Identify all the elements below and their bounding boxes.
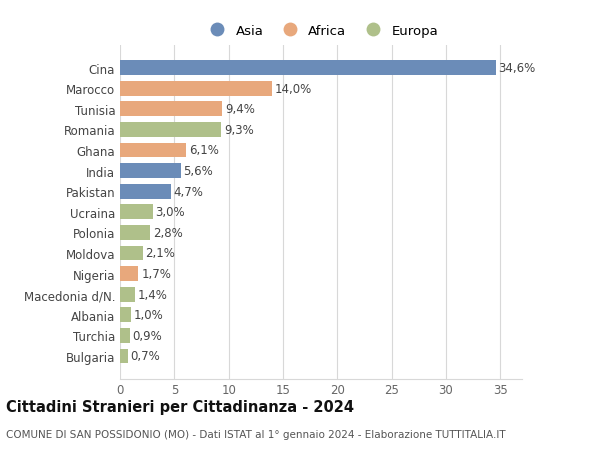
- Bar: [120, 82, 272, 96]
- Text: 9,3%: 9,3%: [224, 123, 254, 137]
- Text: COMUNE DI SAN POSSIDONIO (MO) - Dati ISTAT al 1° gennaio 2024 - Elaborazione TUT: COMUNE DI SAN POSSIDONIO (MO) - Dati IST…: [6, 429, 506, 439]
- Bar: [120, 61, 496, 76]
- Bar: [120, 267, 139, 281]
- Bar: [120, 287, 135, 302]
- Bar: [120, 246, 143, 261]
- Text: 1,4%: 1,4%: [138, 288, 168, 301]
- Bar: [120, 205, 152, 220]
- Text: 4,7%: 4,7%: [174, 185, 203, 198]
- Text: 34,6%: 34,6%: [499, 62, 536, 75]
- Bar: [120, 328, 130, 343]
- Text: 14,0%: 14,0%: [275, 83, 312, 95]
- Text: 5,6%: 5,6%: [184, 165, 214, 178]
- Bar: [120, 349, 128, 364]
- Bar: [120, 164, 181, 179]
- Text: 0,9%: 0,9%: [133, 329, 162, 342]
- Legend: Asia, Africa, Europa: Asia, Africa, Europa: [199, 19, 443, 43]
- Text: 9,4%: 9,4%: [225, 103, 255, 116]
- Bar: [120, 143, 186, 158]
- Bar: [120, 308, 131, 322]
- Text: 3,0%: 3,0%: [155, 206, 185, 219]
- Bar: [120, 185, 171, 199]
- Text: 1,0%: 1,0%: [134, 308, 163, 322]
- Text: 1,7%: 1,7%: [141, 268, 171, 280]
- Text: 2,1%: 2,1%: [146, 247, 175, 260]
- Text: 2,8%: 2,8%: [153, 226, 183, 239]
- Bar: [120, 102, 222, 117]
- Bar: [120, 123, 221, 138]
- Text: Cittadini Stranieri per Cittadinanza - 2024: Cittadini Stranieri per Cittadinanza - 2…: [6, 399, 354, 414]
- Text: 6,1%: 6,1%: [189, 144, 219, 157]
- Text: 0,7%: 0,7%: [130, 350, 160, 363]
- Bar: [120, 225, 151, 240]
